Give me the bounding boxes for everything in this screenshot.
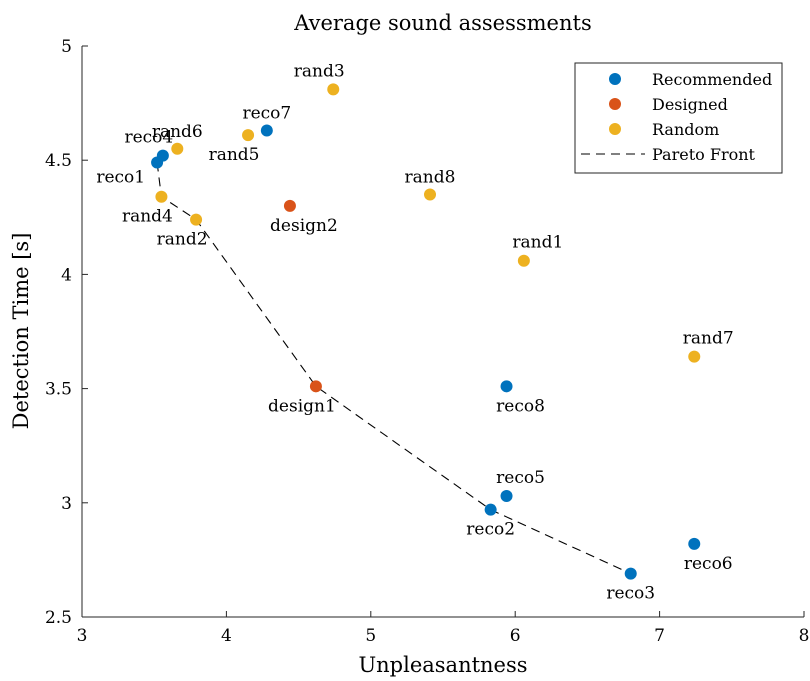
- point-label-rand1: rand1: [512, 233, 563, 253]
- x-tick-label: 3: [77, 626, 88, 646]
- point-label-reco2: reco2: [466, 520, 515, 540]
- y-tick-label: 4: [61, 265, 72, 285]
- series-random: rand1 rand2 rand3 rand4 rand5 rand6 rand7 rand8: [122, 61, 734, 363]
- point-label-rand5: rand5: [209, 145, 260, 165]
- x-axis-title: Unpleasantness: [358, 653, 527, 677]
- point-label-design2: design2: [270, 216, 338, 236]
- y-tick-label: 3: [61, 494, 72, 514]
- y-tick-label: 2.5: [45, 608, 72, 628]
- data-point-rand1: [517, 254, 530, 267]
- legend-label-designed: Designed: [652, 95, 728, 114]
- point-label-reco1: reco1: [96, 167, 145, 187]
- data-point-rand7: [688, 350, 701, 363]
- x-tick-label: 5: [365, 626, 376, 646]
- y-axis-title: Detection Time [s]: [9, 233, 33, 430]
- legend: Recommended Designed Random Pareto Front: [574, 62, 783, 174]
- data-point-reco2: [484, 503, 497, 516]
- y-tick-label: 3.5: [45, 380, 72, 400]
- data-point-rand6: [171, 142, 184, 155]
- point-label-reco6: reco6: [684, 554, 733, 574]
- x-tick-label: 4: [221, 626, 232, 646]
- legend-label-random: Random: [652, 120, 719, 139]
- point-label-rand4: rand4: [122, 207, 173, 227]
- pareto-front-line: [156, 162, 631, 575]
- series-recommended: reco1 reco2 reco3 reco4 reco5 reco6 reco7 reco8: [96, 104, 732, 604]
- series-designed: design1 design2: [268, 199, 338, 416]
- data-point-rand3: [327, 83, 340, 96]
- data-point-reco4: [156, 149, 169, 162]
- data-point-rand2: [190, 213, 203, 226]
- point-label-reco5: reco5: [496, 468, 545, 488]
- x-tick-label: 8: [799, 626, 810, 646]
- point-label-design1: design1: [268, 396, 336, 416]
- point-label-rand2: rand2: [157, 230, 208, 250]
- point-label-rand7: rand7: [683, 329, 734, 349]
- legend-marker-designed: [609, 98, 621, 110]
- chart-title: Average sound assessments: [293, 11, 591, 35]
- legend-label-recommended: Recommended: [652, 70, 772, 89]
- x-tick-label: 6: [510, 626, 521, 646]
- data-point-reco5: [500, 489, 513, 502]
- data-point-reco7: [260, 124, 273, 137]
- point-label-reco3: reco3: [606, 584, 655, 604]
- data-point-design1: [309, 380, 322, 393]
- data-point-reco3: [624, 567, 637, 580]
- plot-area: 3 4 5 6 7 82.533.544.55reco1reco2reco3reco4re…: [45, 37, 809, 646]
- point-label-rand3: rand3: [294, 61, 345, 81]
- point-label-reco8: reco8: [496, 396, 545, 416]
- point-label-rand6: rand6: [152, 122, 203, 142]
- legend-marker-random: [609, 123, 621, 135]
- point-label-rand8: rand8: [405, 167, 456, 187]
- point-label-reco7: reco7: [242, 104, 291, 124]
- data-point-rand5: [242, 129, 255, 142]
- data-point-rand8: [424, 188, 437, 201]
- y-tick-label: 5: [61, 37, 72, 57]
- data-point-rand4: [155, 190, 168, 203]
- legend-marker-recommended: [609, 73, 621, 85]
- data-point-reco8: [500, 380, 513, 393]
- data-point-design2: [283, 199, 296, 212]
- point-label-reco4: reco4: [124, 128, 173, 148]
- data-point-reco6: [688, 537, 701, 550]
- y-tick-label: 4.5: [45, 151, 72, 171]
- x-tick-label: 7: [654, 626, 665, 646]
- legend-label-pareto-front: Pareto Front: [652, 145, 756, 164]
